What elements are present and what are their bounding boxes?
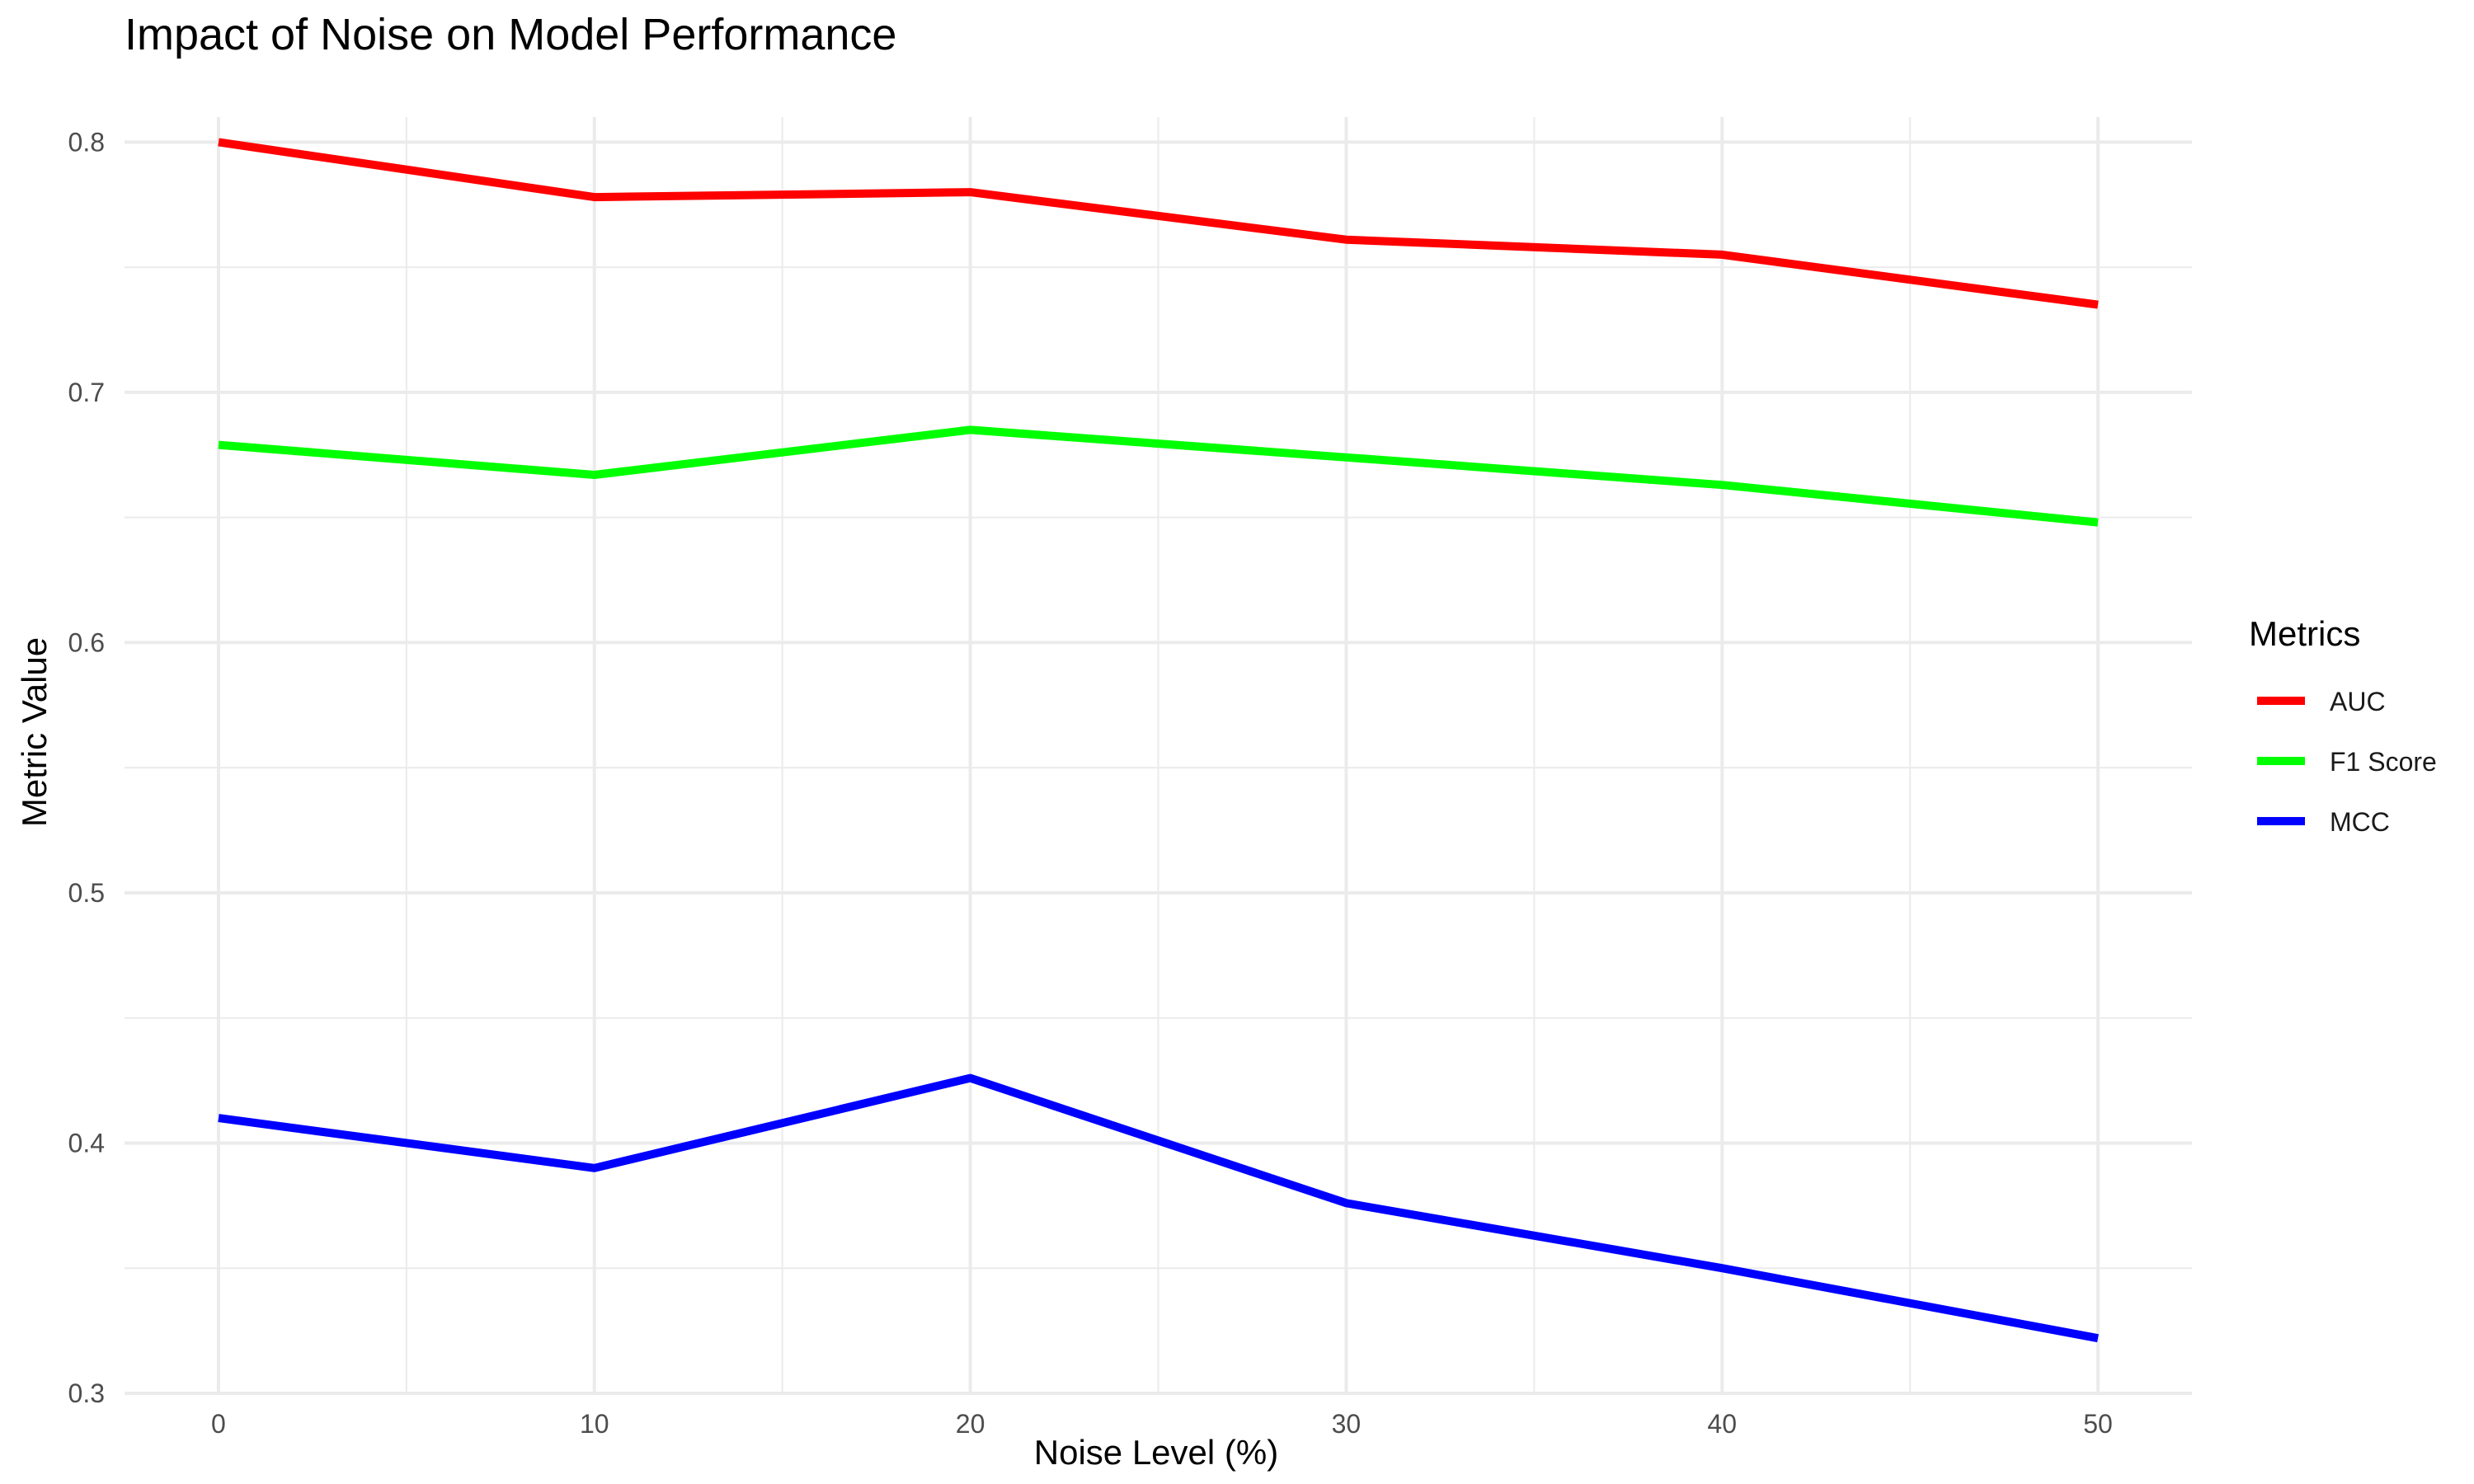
y-tick-label: 0.3 (68, 1378, 105, 1408)
x-axis-ticks: 0 10 20 30 40 50 (211, 1409, 2113, 1439)
legend: Metrics AUC F1 Score MCC (2249, 614, 2437, 837)
series-lines (218, 138, 2099, 1343)
chart-title: Impact of Noise on Model Performance (125, 10, 896, 59)
y-tick-label: 0.5 (68, 878, 105, 908)
legend-label-auc: AUC (2330, 687, 2386, 716)
grid (125, 117, 2192, 1395)
x-axis-title: Noise Level (%) (1034, 1433, 1278, 1472)
y-tick-label: 0.8 (68, 127, 105, 157)
x-tick-label: 40 (1707, 1409, 1737, 1439)
x-tick-label: 0 (211, 1409, 226, 1439)
legend-items: AUC F1 Score MCC (2257, 687, 2437, 837)
x-tick-label: 50 (2083, 1409, 2113, 1439)
legend-title: Metrics (2249, 614, 2360, 653)
y-tick-label: 0.6 (68, 627, 105, 657)
x-tick-label: 10 (580, 1409, 609, 1439)
y-axis-ticks: 0.3 0.4 0.5 0.6 0.7 0.8 (68, 127, 105, 1408)
legend-label-f1-score: F1 Score (2330, 747, 2437, 777)
series-line-auc (218, 138, 2099, 309)
series-line-mcc (218, 1073, 2099, 1343)
legend-label-mcc: MCC (2330, 807, 2390, 837)
y-tick-label: 0.7 (68, 378, 105, 407)
y-tick-label: 0.4 (68, 1128, 105, 1158)
y-axis-title: Metric Value (15, 637, 54, 827)
series-line-f1-score (218, 425, 2099, 527)
x-tick-label: 20 (956, 1409, 985, 1439)
x-tick-label: 30 (1332, 1409, 1362, 1439)
